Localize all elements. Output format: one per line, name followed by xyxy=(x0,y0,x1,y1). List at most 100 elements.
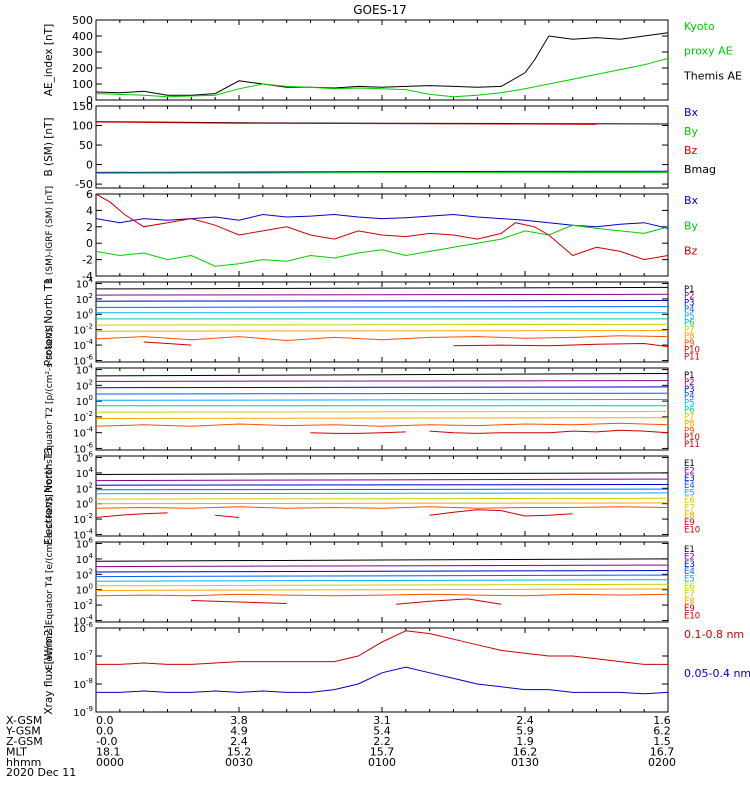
y-tick-label: 10-4 xyxy=(73,613,93,627)
y-tick-label: 104 xyxy=(76,277,94,291)
y-tick-label: 100 xyxy=(72,120,93,133)
legend-entry: Kyoto xyxy=(684,20,715,33)
legend-entry: E10 xyxy=(684,612,700,622)
series-line-p7 xyxy=(96,410,668,413)
footer-date: 2020 Dec 11 xyxy=(6,766,76,779)
series-line-e10 xyxy=(396,598,502,605)
legend-entry: P11 xyxy=(684,352,700,362)
y-axis-label: AE_index [nT] xyxy=(43,24,55,96)
footer-value: 0100 xyxy=(368,756,396,769)
footer-value: 2.4 xyxy=(230,735,248,748)
y-tick-label: -4 xyxy=(82,270,93,283)
series-line-p11 xyxy=(453,342,668,348)
y-tick-label: 10-6 xyxy=(73,621,93,635)
series-line-bz xyxy=(96,121,597,125)
y-tick-label: 0 xyxy=(86,159,93,172)
series-line-by xyxy=(96,171,668,174)
y-tick-label: 150 xyxy=(72,100,93,113)
panel-2: -50 0 50 100 150 B (SM) [nT] Bx By Bz Bmag xyxy=(43,100,716,191)
legend-entry: E5 xyxy=(684,575,695,585)
series-line-e3 xyxy=(96,570,668,573)
series-line-p9 xyxy=(96,422,668,427)
panel-frame xyxy=(95,627,669,713)
series-line-p4 xyxy=(96,306,668,308)
footer-row-label: hhmm xyxy=(6,756,41,769)
y-tick-label: -2 xyxy=(82,254,93,267)
legend-entry: P6 xyxy=(684,406,695,416)
panel-8: 10-9 10-8 10-7 10-6 Xray flux [W/m2] 0.1-0.8 … xyxy=(43,621,750,719)
series-line-p3 xyxy=(96,386,668,389)
footer-value: 3.8 xyxy=(230,714,248,727)
legend-entry: E8 xyxy=(684,597,695,607)
panel-3: -4 -2 0 2 4 6 B (SM)-IGRF (SM) [nT] Bx By Bz xyxy=(45,186,699,284)
y-tick-label: 10-2 xyxy=(73,410,93,424)
panel-frame xyxy=(95,455,669,537)
legend-entry: P7 xyxy=(684,412,695,422)
y-axis-label: Xray flux [W/m2] xyxy=(43,625,55,714)
footer-value: 0.0 xyxy=(96,714,114,727)
footer-value: 0000 xyxy=(96,756,124,769)
y-tick-label: 10-9 xyxy=(73,705,93,719)
legend-entry: proxy AE xyxy=(684,45,733,58)
legend-entry: P2 xyxy=(684,378,695,388)
footer-value: 0130 xyxy=(511,756,539,769)
y-tick-label: 10-2 xyxy=(73,323,93,337)
legend-entry: E3 xyxy=(684,474,695,484)
y-tick-label: 100 xyxy=(72,78,93,91)
series-line-e2 xyxy=(96,564,668,568)
legend-entry: E3 xyxy=(684,560,695,570)
series-line-kyoto-proxy-ae xyxy=(96,57,668,98)
legend-entry: Bz xyxy=(684,245,698,258)
series-line-e4 xyxy=(96,488,668,491)
legend-entry: E7 xyxy=(684,503,695,513)
footer-value: -0.0 xyxy=(96,735,117,748)
legend-entry: Bx xyxy=(684,194,699,207)
series-line-e10 xyxy=(215,514,240,518)
panel-frame xyxy=(95,541,669,623)
series-line-e11 xyxy=(429,509,573,517)
y-tick-label: 0 xyxy=(86,94,93,107)
legend-entry: P8 xyxy=(684,332,695,342)
legend-entry: E2 xyxy=(684,552,695,562)
series-line-e1 xyxy=(96,558,668,562)
legend-entry: E9 xyxy=(684,518,695,528)
legend-entry: E10 xyxy=(684,526,700,536)
y-tick-label: 10-6 xyxy=(73,441,93,455)
y-tick-label: 100 xyxy=(76,583,93,597)
legend-entry: E1 xyxy=(684,459,695,469)
series-line-e3 xyxy=(96,484,668,486)
y-tick-label: -50 xyxy=(75,178,93,191)
y-tick-label: 102 xyxy=(76,567,93,581)
y-axis-label: B (SM)-IGRF (SM) [nT] xyxy=(45,186,55,284)
legend-entry: P9 xyxy=(684,426,695,436)
footer-value: 2.4 xyxy=(516,714,534,727)
series-line-p10 xyxy=(143,341,192,346)
series-line-e1 xyxy=(96,472,668,475)
y-tick-label: 10-4 xyxy=(73,426,93,440)
y-tick-label: 102 xyxy=(76,481,93,495)
legend-entry: P7 xyxy=(684,325,695,335)
footer-value: 0200 xyxy=(648,756,676,769)
series-line-e9 xyxy=(96,512,168,518)
legend-entry: E4 xyxy=(684,481,695,491)
footer-row-label: MLT xyxy=(6,746,27,759)
footer-value: 0030 xyxy=(225,756,253,769)
legend-entry: P5 xyxy=(684,399,695,409)
legend-entry: P8 xyxy=(684,419,695,429)
series-line-p3 xyxy=(96,300,668,302)
series-line-e7 xyxy=(96,588,668,591)
series-line-0-1-0-8-nm xyxy=(96,630,668,665)
footer-value: 6.2 xyxy=(653,725,671,738)
series-line-e6 xyxy=(96,583,668,587)
series-line-p7 xyxy=(96,323,668,326)
y-tick-label: 104 xyxy=(76,466,94,480)
y-tick-label: 100 xyxy=(76,497,93,511)
y-tick-label: 2 xyxy=(86,221,93,234)
series-line-p1 xyxy=(96,373,668,377)
footer-row-label: X-GSM xyxy=(6,714,42,727)
footer-value: 5.9 xyxy=(516,725,534,738)
legend-entry: P2 xyxy=(684,292,695,302)
legend-entry: P10 xyxy=(684,346,700,356)
series-line-e8 xyxy=(96,593,668,597)
